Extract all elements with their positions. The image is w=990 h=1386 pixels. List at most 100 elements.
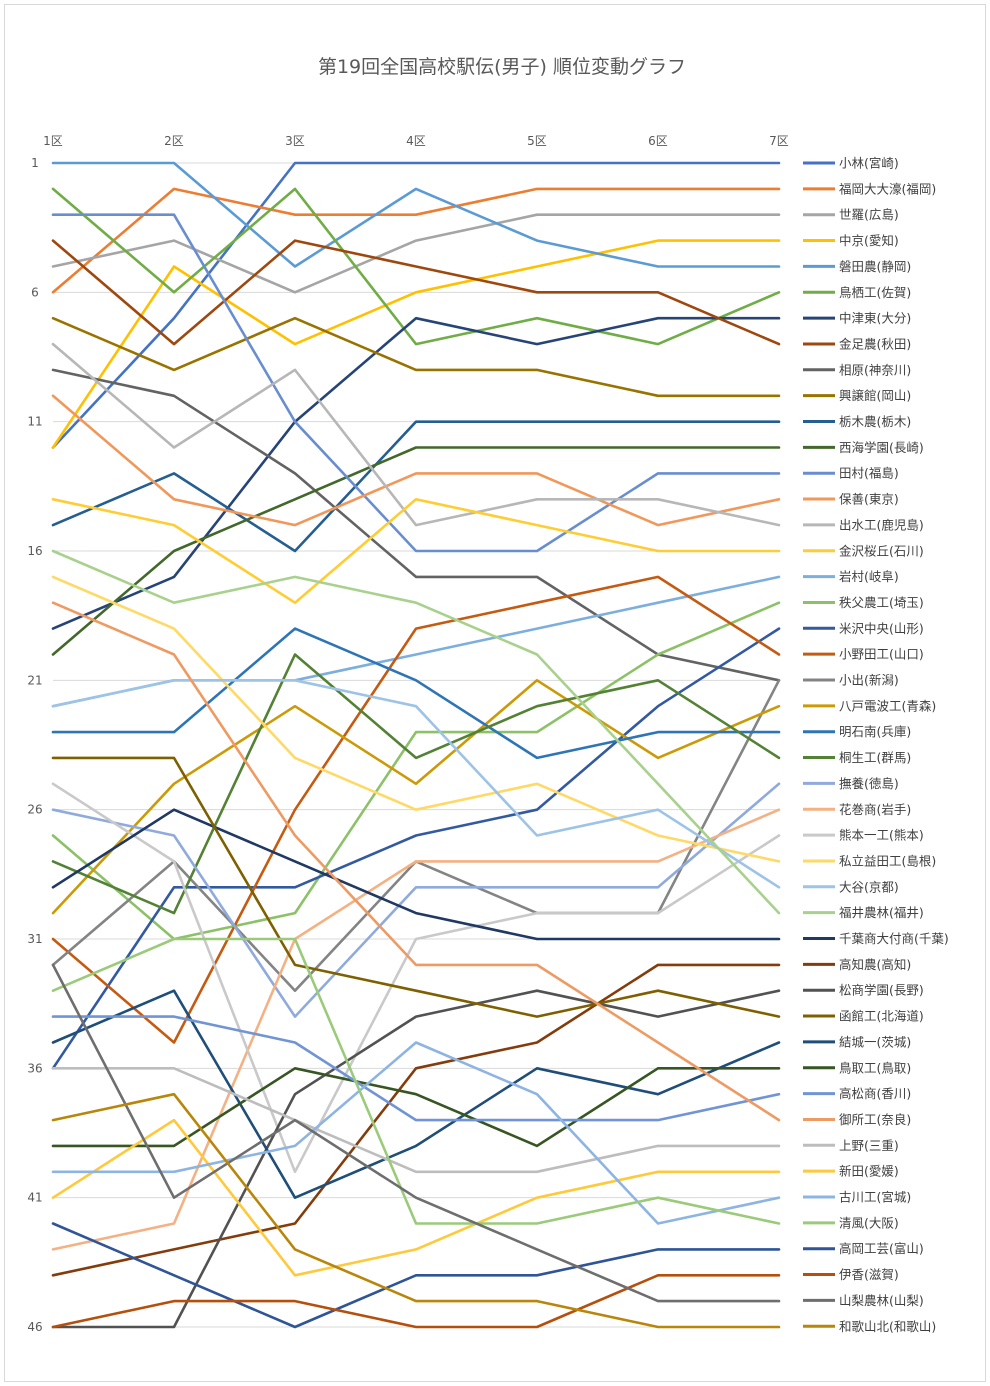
legend-item: 清風(大阪) [803, 1215, 899, 1230]
legend-item: 世羅(広島) [803, 207, 899, 222]
legend-label: 明石南(兵庫) [839, 724, 911, 739]
x-tick-label: 3区 [285, 134, 305, 148]
series-line [51, 1067, 781, 1148]
legend-label: 鳥取工(鳥取) [839, 1060, 911, 1075]
legend-item: 高岡工芸(富山) [803, 1241, 924, 1256]
legend-item: 田村(福島) [803, 466, 899, 481]
legend-label: 函館工(北海道) [839, 1009, 924, 1024]
legend-label: 米沢中央(山形) [839, 621, 924, 636]
legend-item: 伊香(滋賀) [803, 1267, 899, 1282]
legend-label: 高知農(高知) [839, 957, 911, 972]
series-line [51, 808, 781, 1251]
legend-label: 大谷(京都) [839, 879, 899, 894]
legend-item: 磐田農(静岡) [803, 259, 911, 274]
legend-item: 保善(東京) [803, 492, 899, 507]
legend-label: 中津東(大分) [839, 311, 911, 326]
legend-label: 高岡工芸(富山) [839, 1241, 924, 1256]
legend-item: 高松商(香川) [803, 1086, 911, 1101]
chart-title: 第19回全国高校駅伝(男子) 順位変動グラフ [318, 56, 686, 78]
y-tick-label: 16 [27, 544, 42, 558]
legend-label: 秩父農工(埼玉) [839, 595, 924, 610]
series-line [51, 963, 781, 1277]
legend-item: 金足農(秋田) [803, 336, 911, 351]
y-tick-label: 31 [27, 932, 42, 946]
legend-item: 出水工(鹿児島) [803, 517, 924, 532]
y-tick-label: 21 [27, 673, 42, 687]
series-line [51, 239, 781, 346]
legend-label: 小出(新潟) [839, 673, 899, 688]
legend-label: 熊本一工(熊本) [839, 828, 924, 843]
legend-label: 千葉商大付商(千葉) [839, 931, 949, 946]
legend-label: 高松商(香川) [839, 1086, 911, 1101]
legend-label: 上野(三重) [839, 1138, 899, 1153]
legend-label: 結城一(茨城) [839, 1034, 911, 1049]
legend-label: 岩村(岐阜) [839, 569, 899, 584]
series-line [51, 161, 781, 449]
series-line [51, 678, 781, 915]
legend-item: 桐生工(群馬) [803, 750, 911, 765]
series-line [51, 342, 781, 527]
legend-label: 西海学園(長崎) [839, 440, 924, 455]
legend-item: 小野田工(山口) [803, 647, 924, 662]
series-line [51, 316, 781, 630]
x-tick-label: 2区 [164, 134, 184, 148]
legend-label: 相原(神奈川) [839, 362, 911, 377]
series-line [51, 1067, 781, 1174]
legend-item: 中京(愛知) [803, 233, 899, 248]
legend-item: 私立益田工(島根) [803, 853, 936, 868]
legend-item: 山梨農林(山梨) [803, 1293, 924, 1308]
x-tick-label: 6区 [648, 134, 668, 148]
x-axis-ticks: 1区 2区 3区 4区 5区 6区 7区 [43, 134, 789, 148]
series-line [51, 627, 781, 760]
series-line [51, 394, 781, 527]
legend-label: 清風(大阪) [839, 1215, 899, 1230]
legend-item: 秩父農工(埼玉) [803, 595, 924, 610]
legend-item: 上野(三重) [803, 1138, 899, 1153]
legend-label: 栃木農(栃木) [839, 414, 911, 429]
legend-item: 興譲館(岡山) [803, 388, 911, 403]
series-line [51, 549, 781, 915]
series-lines [51, 161, 781, 1329]
legend-item: 西海学園(長崎) [803, 440, 924, 455]
x-tick-label: 7区 [769, 134, 789, 148]
legend-label: 山梨農林(山梨) [839, 1293, 924, 1308]
series-line [51, 1118, 781, 1277]
y-tick-label: 1 [31, 156, 39, 170]
series-line [51, 1092, 781, 1329]
legend-label: 八戸電波工(青森) [839, 698, 936, 713]
series-line [51, 782, 781, 1018]
legend-item: 大谷(京都) [803, 879, 899, 894]
series-line [51, 989, 781, 1199]
y-tick-label: 41 [27, 1191, 42, 1205]
series-line [51, 213, 781, 294]
legend-item: 八戸電波工(青森) [803, 698, 936, 713]
legend-label: 金沢桜丘(石川) [839, 543, 924, 558]
series-line [51, 1041, 781, 1225]
legend-item: 撫養(徳島) [803, 776, 899, 791]
series-line [51, 678, 781, 889]
legend-label: 撫養(徳島) [839, 776, 899, 791]
legend-item: 金沢桜丘(石川) [803, 543, 924, 558]
legend-item: 中津東(大分) [803, 311, 911, 326]
legend-item: 栃木農(栃木) [803, 414, 911, 429]
series-line [51, 420, 781, 553]
y-tick-label: 6 [31, 285, 39, 299]
series-line [51, 575, 781, 1044]
legend-label: 私立益田工(島根) [839, 853, 936, 868]
series-line [51, 601, 781, 1122]
series-line [51, 1274, 781, 1329]
legend-label: 新田(愛媛) [839, 1164, 899, 1179]
legend-item: 御所工(奈良) [803, 1112, 911, 1127]
series-line [51, 187, 781, 294]
legend-label: 桐生工(群馬) [839, 750, 911, 765]
legend-label: 福井農林(福井) [839, 905, 924, 920]
legend-label: 鳥栖工(佐賀) [839, 285, 911, 300]
series-line [51, 239, 781, 449]
legend-item: 熊本一工(熊本) [803, 828, 924, 843]
legend-label: 出水工(鹿児島) [839, 517, 924, 532]
legend-label: 興譲館(岡山) [839, 388, 911, 403]
legend-label: 福岡大大濠(福岡) [839, 181, 936, 196]
legend-label: 花巻商(岩手) [839, 802, 911, 817]
